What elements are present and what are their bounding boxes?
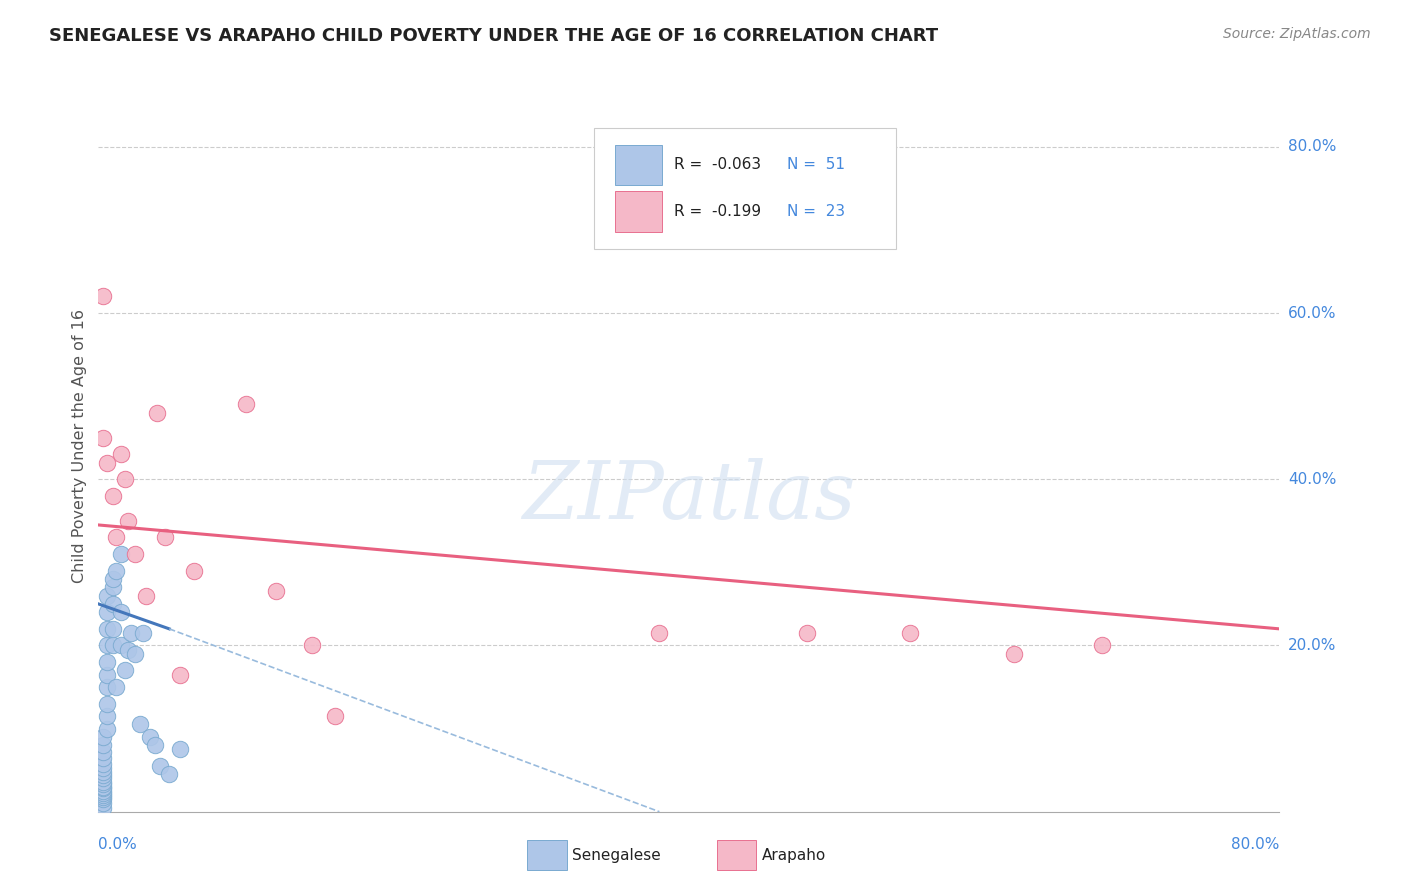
Point	[91, 780, 114, 794]
Text: Source: ZipAtlas.com: Source: ZipAtlas.com	[1223, 27, 1371, 41]
Point	[110, 547, 132, 561]
Y-axis label: Child Poverty Under the Age of 16: Child Poverty Under the Age of 16	[72, 309, 87, 583]
Point	[96, 589, 118, 603]
Point	[124, 547, 146, 561]
Point	[105, 564, 128, 578]
Point	[143, 738, 166, 752]
Point	[110, 447, 132, 461]
Point	[91, 789, 114, 804]
Point	[103, 639, 125, 653]
Point	[91, 800, 114, 814]
Point	[169, 667, 191, 681]
Point	[128, 717, 150, 731]
Point	[153, 530, 176, 544]
Point	[96, 456, 118, 470]
FancyBboxPatch shape	[614, 145, 662, 185]
Point	[114, 664, 136, 678]
Point	[103, 622, 125, 636]
FancyBboxPatch shape	[595, 128, 896, 249]
Text: 40.0%: 40.0%	[1288, 472, 1336, 487]
Point	[96, 667, 118, 681]
Point	[124, 647, 146, 661]
Text: R =  -0.063: R = -0.063	[673, 157, 761, 172]
Point	[235, 397, 257, 411]
Point	[96, 709, 118, 723]
Point	[117, 514, 139, 528]
Point	[91, 797, 114, 811]
Text: 60.0%: 60.0%	[1288, 306, 1336, 320]
Point	[91, 738, 114, 752]
Point	[120, 626, 142, 640]
Point	[91, 781, 114, 796]
Point	[900, 626, 922, 640]
Point	[91, 730, 114, 744]
Text: 20.0%: 20.0%	[1288, 638, 1336, 653]
Text: N =  51: N = 51	[787, 157, 845, 172]
Point	[91, 787, 114, 801]
Point	[91, 762, 114, 776]
Point	[114, 472, 136, 486]
Point	[146, 406, 169, 420]
Text: Senegalese: Senegalese	[572, 848, 661, 863]
Point	[135, 589, 157, 603]
Point	[91, 792, 114, 806]
Point	[91, 750, 114, 764]
Point	[91, 764, 114, 779]
Point	[91, 788, 114, 802]
Point	[1002, 647, 1025, 661]
Point	[96, 680, 118, 694]
Point	[91, 774, 114, 789]
Point	[110, 605, 132, 619]
Point	[169, 742, 191, 756]
Point	[323, 709, 346, 723]
Point	[103, 580, 125, 594]
Text: 80.0%: 80.0%	[1232, 837, 1279, 852]
Point	[1091, 639, 1114, 653]
Point	[96, 605, 118, 619]
Point	[149, 759, 172, 773]
Point	[132, 626, 155, 640]
Point	[648, 626, 671, 640]
Point	[105, 530, 128, 544]
Text: 80.0%: 80.0%	[1288, 139, 1336, 154]
Point	[117, 642, 139, 657]
Point	[103, 489, 125, 503]
Text: N =  23: N = 23	[787, 204, 845, 219]
Point	[264, 584, 287, 599]
Point	[96, 639, 118, 653]
Point	[91, 289, 114, 303]
FancyBboxPatch shape	[614, 192, 662, 232]
Text: R =  -0.199: R = -0.199	[673, 204, 761, 219]
Point	[796, 626, 818, 640]
Point	[96, 622, 118, 636]
Point	[103, 597, 125, 611]
Point	[183, 564, 205, 578]
Point	[91, 772, 114, 786]
Point	[139, 730, 162, 744]
Point	[96, 697, 118, 711]
Point	[91, 745, 114, 759]
Point	[91, 777, 114, 791]
Point	[91, 431, 114, 445]
Point	[103, 572, 125, 586]
Text: ZIPatlas: ZIPatlas	[522, 458, 856, 536]
Point	[157, 767, 180, 781]
Text: SENEGALESE VS ARAPAHO CHILD POVERTY UNDER THE AGE OF 16 CORRELATION CHART: SENEGALESE VS ARAPAHO CHILD POVERTY UNDE…	[49, 27, 938, 45]
Point	[96, 722, 118, 736]
Point	[91, 756, 114, 771]
Point	[96, 655, 118, 669]
Point	[301, 639, 323, 653]
Point	[91, 784, 114, 798]
Point	[105, 680, 128, 694]
Point	[91, 768, 114, 782]
Text: Arapaho: Arapaho	[762, 848, 827, 863]
Point	[110, 639, 132, 653]
Text: 0.0%: 0.0%	[98, 837, 138, 852]
